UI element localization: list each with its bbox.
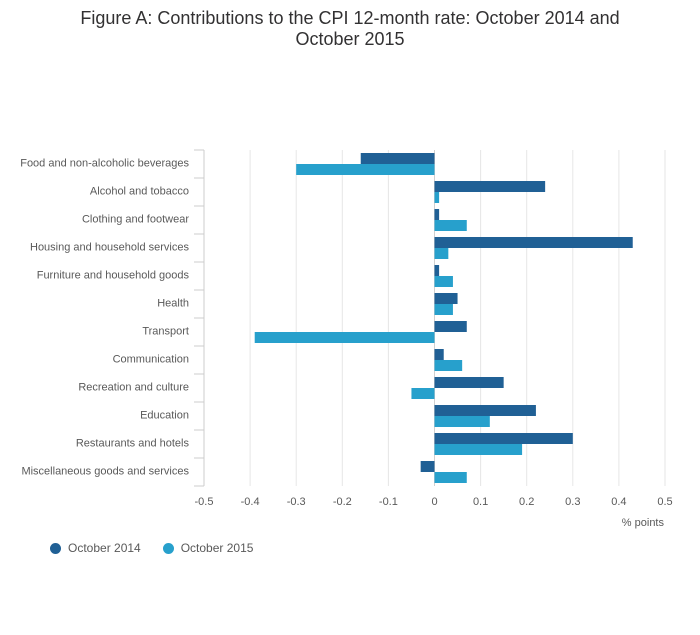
bar-october-2014[interactable] xyxy=(434,377,504,388)
category-label: Transport xyxy=(142,325,189,337)
legend-item-october-2015[interactable]: October 2015 xyxy=(162,541,254,555)
bar-october-2015[interactable] xyxy=(434,304,453,315)
x-tick-label: 0 xyxy=(431,496,437,508)
legend-label: October 2014 xyxy=(68,541,141,555)
category-label: Housing and household services xyxy=(30,241,189,253)
bar-october-2015[interactable] xyxy=(434,416,490,427)
bar-october-2014[interactable] xyxy=(420,461,435,472)
category-label: Miscellaneous goods and services xyxy=(21,465,189,477)
bar-october-2015[interactable] xyxy=(434,360,463,371)
chart-title-line-1: Figure A: Contributions to the CPI 12-mo… xyxy=(80,8,620,28)
legend: October 2014 October 2015 xyxy=(50,541,253,555)
category-label: Recreation and culture xyxy=(78,381,189,393)
x-tick-label: 0.1 xyxy=(473,496,488,508)
category-label: Education xyxy=(140,409,189,421)
x-tick-label: 0.4 xyxy=(611,496,626,508)
bar-october-2014[interactable] xyxy=(434,321,467,332)
bar-october-2015[interactable] xyxy=(254,332,435,343)
y-axis: Food and non-alcoholic beverages Alcohol … xyxy=(20,149,205,487)
x-tick-label: 0.2 xyxy=(519,496,534,508)
bar-october-2015[interactable] xyxy=(434,220,467,231)
chart-title-line-2: October 2015 xyxy=(295,29,405,49)
bar-october-2015[interactable] xyxy=(434,248,449,259)
x-tick-label: -0.5 xyxy=(195,496,214,508)
category-label: Clothing and footwear xyxy=(82,213,189,225)
bar-october-2014[interactable] xyxy=(434,433,573,444)
chart-title: Figure A: Contributions to the CPI 12-mo… xyxy=(0,8,700,50)
bar-october-2015[interactable] xyxy=(411,388,435,399)
bar-october-2014[interactable] xyxy=(360,153,435,164)
legend-swatch-icon xyxy=(162,542,174,554)
category-label: Alcohol and tobacco xyxy=(90,185,189,197)
bar-october-2014[interactable] xyxy=(434,181,546,192)
legend-label: October 2015 xyxy=(180,541,254,555)
bar-october-2015[interactable] xyxy=(434,444,523,455)
category-label: Health xyxy=(157,297,189,309)
category-label: Restaurants and hotels xyxy=(76,437,190,449)
bar-october-2015[interactable] xyxy=(434,472,467,483)
bar-october-2014[interactable] xyxy=(434,349,444,360)
x-tick-label: -0.1 xyxy=(379,496,398,508)
x-tick-label: 0.5 xyxy=(657,496,672,508)
x-tick-label: -0.4 xyxy=(241,496,260,508)
x-axis-label: % points xyxy=(622,517,665,529)
bar-october-2014[interactable] xyxy=(434,293,458,304)
bar-october-2015[interactable] xyxy=(434,192,440,203)
legend-swatch-icon xyxy=(50,542,61,554)
x-tick-label: 0.3 xyxy=(565,496,580,508)
x-tick-label: -0.3 xyxy=(287,496,306,508)
bar-october-2014[interactable] xyxy=(434,265,440,276)
x-axis: -0.5 -0.4 -0.3 -0.2 -0.1 0 0.1 0.2 0.3 0.4 0.5 xyxy=(195,496,673,508)
category-label: Food and non-alcoholic beverages xyxy=(20,157,189,169)
bar-october-2014[interactable] xyxy=(434,209,440,220)
grid-lines xyxy=(203,150,666,486)
x-tick-label: -0.2 xyxy=(333,496,352,508)
bar-october-2014[interactable] xyxy=(434,405,536,416)
category-label: Furniture and household goods xyxy=(37,269,190,281)
legend-item-october-2014[interactable]: October 2014 xyxy=(50,541,141,555)
bar-october-2014[interactable] xyxy=(434,237,633,248)
bar-october-2015[interactable] xyxy=(296,164,435,175)
bar-october-2015[interactable] xyxy=(434,276,453,287)
category-label: Communication xyxy=(113,353,189,365)
bars xyxy=(254,153,633,483)
